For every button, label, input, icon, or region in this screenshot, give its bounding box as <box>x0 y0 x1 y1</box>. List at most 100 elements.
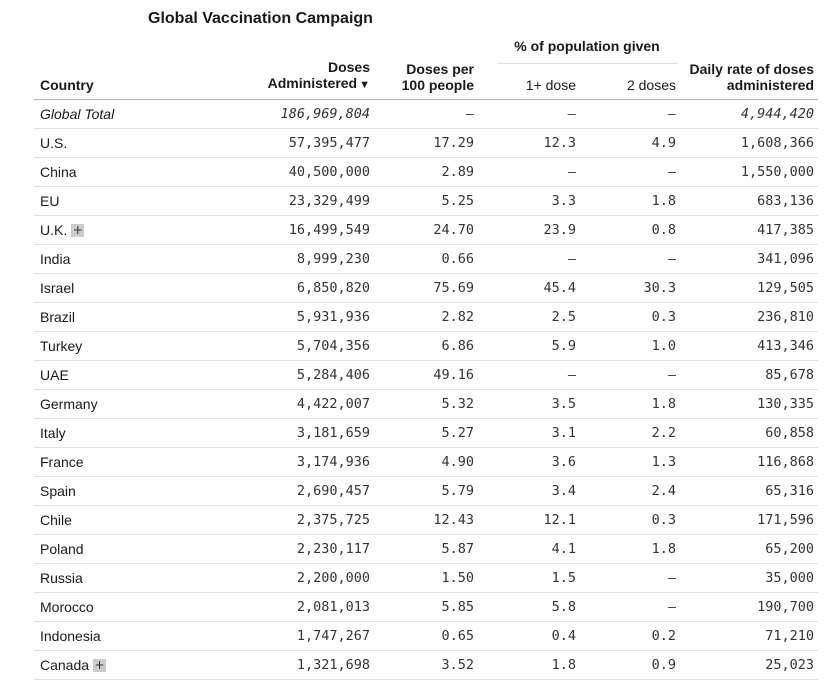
first-dose-cell: 1.8 <box>478 650 580 680</box>
country-name: Turkey <box>40 338 83 354</box>
daily-rate-cell: 171,596 <box>680 505 818 535</box>
daily-rate-cell: 190,700 <box>680 592 818 622</box>
country-name: Spain <box>40 483 76 499</box>
doses-cell: 3,174,936 <box>240 447 374 477</box>
sort-desc-icon[interactable]: ▼ <box>359 79 370 91</box>
first-dose-column-header[interactable]: 1+ dose <box>478 58 580 100</box>
per100-cell: 0.66 <box>374 244 478 274</box>
doses-cell: 2,200,000 <box>240 563 374 593</box>
population-group-header: % of population given <box>514 38 660 54</box>
second-dose-cell: – <box>580 99 680 129</box>
first-dose-cell: 45.4 <box>478 273 580 303</box>
per100-cell: 5.25 <box>374 186 478 216</box>
country-cell: UAE <box>34 360 240 390</box>
country-cell: Spain <box>34 476 240 506</box>
table-header-row: Country Doses Administered ▼ Doses per 10… <box>34 58 818 100</box>
table-row-global-total: Global Total 186,969,804– – –4,944,420 <box>34 99 818 129</box>
table-row: Germany 4,422,007 5.32 3.5 1.8 130,335 <box>34 389 818 419</box>
daily-rate-cell: 129,505 <box>680 273 818 303</box>
doses-cell: 5,284,406 <box>240 360 374 390</box>
second-dose-cell: 1.3 <box>580 447 680 477</box>
doses-cell: 23,329,499 <box>240 186 374 216</box>
doses-cell: 5,931,936 <box>240 302 374 332</box>
country-name: U.S. <box>40 135 68 151</box>
doses-cell: 40,500,000 <box>240 157 374 187</box>
country-column-header[interactable]: Country <box>34 58 240 100</box>
second-dose-column-header[interactable]: 2 doses <box>580 58 680 100</box>
second-dose-cell: 1.8 <box>580 534 680 564</box>
first-dose-cell: 23.9 <box>478 215 580 245</box>
country-cell: EU <box>34 186 240 216</box>
table-row: U.K. +16,499,549 24.70 23.9 0.8 417,385 <box>34 215 818 245</box>
doses-cell: 57,395,477 <box>240 128 374 158</box>
table-row: Morocco 2,081,013 5.85 5.8–190,700 <box>34 592 818 622</box>
doses-cell: 5,704,356 <box>240 331 374 361</box>
country-cell: India <box>34 244 240 274</box>
table-row: Brazil 5,931,936 2.82 2.5 0.3 236,810 <box>34 302 818 332</box>
second-dose-cell: 30.3 <box>580 273 680 303</box>
doses-header-line1: Doses <box>327 59 370 75</box>
per100-cell: 6.86 <box>374 331 478 361</box>
second-dose-cell: – <box>580 360 680 390</box>
per100-cell: 0.65 <box>374 621 478 651</box>
second-dose-cell: 2.4 <box>580 476 680 506</box>
table-row: Poland 2,230,117 5.87 4.1 1.8 65,200 <box>34 534 818 564</box>
daily-rate-cell: 236,810 <box>680 302 818 332</box>
country-cell: Morocco <box>34 592 240 622</box>
country-name: Canada <box>40 657 90 673</box>
rate-header-line1: Daily rate of doses <box>689 61 815 77</box>
daily-rate-cell: 116,868 <box>680 447 818 477</box>
doses-cell: 4,422,007 <box>240 389 374 419</box>
per100-header-line1: Doses per <box>406 61 474 77</box>
country-cell: France <box>34 447 240 477</box>
daily-rate-cell: 341,096 <box>680 244 818 274</box>
first-dose-cell: – <box>478 360 580 390</box>
first-dose-header-label: 1+ dose <box>525 77 576 93</box>
first-dose-cell: 5.8 <box>478 592 580 622</box>
second-dose-header-label: 2 doses <box>626 77 676 93</box>
table-row: Israel 6,850,820 75.69 45.4 30.3 129,505 <box>34 273 818 303</box>
doses-cell: 3,181,659 <box>240 418 374 448</box>
per100-cell: 5.79 <box>374 476 478 506</box>
country-name: UAE <box>40 367 69 383</box>
country-name: India <box>40 251 71 267</box>
country-cell: Turkey <box>34 331 240 361</box>
table-row: Indonesia 1,747,267 0.65 0.4 0.2 71,210 <box>34 621 818 651</box>
second-dose-cell: 1.0 <box>580 331 680 361</box>
table-row: EU 23,329,499 5.25 3.3 1.8 683,136 <box>34 186 818 216</box>
daily-rate-cell: 25,023 <box>680 650 818 680</box>
table-row: Spain 2,690,457 5.79 3.4 2.4 65,316 <box>34 476 818 506</box>
second-dose-cell: – <box>580 563 680 593</box>
per100-cell: 3.52 <box>374 650 478 680</box>
expand-plus-icon[interactable]: + <box>93 658 107 672</box>
country-cell: Global Total <box>34 99 240 129</box>
doses-cell: 16,499,549 <box>240 215 374 245</box>
country-name: Indonesia <box>40 628 101 644</box>
table-row: U.S. 57,395,477 17.29 12.3 4.9 1,608,366 <box>34 128 818 158</box>
per100-cell: 49.16 <box>374 360 478 390</box>
expand-plus-icon[interactable]: + <box>71 223 85 237</box>
daily-rate-cell: 4,944,420 <box>680 99 818 129</box>
country-cell: Israel <box>34 273 240 303</box>
country-name: Italy <box>40 425 66 441</box>
second-dose-cell: 1.8 <box>580 186 680 216</box>
daily-rate-column-header[interactable]: Daily rate of doses administered <box>680 58 818 100</box>
second-dose-cell: 0.8 <box>580 215 680 245</box>
per100-cell: 24.70 <box>374 215 478 245</box>
table-row: Italy 3,181,659 5.27 3.1 2.2 60,858 <box>34 418 818 448</box>
daily-rate-cell: 683,136 <box>680 186 818 216</box>
daily-rate-cell: 65,200 <box>680 534 818 564</box>
first-dose-cell: 3.6 <box>478 447 580 477</box>
first-dose-cell: 3.4 <box>478 476 580 506</box>
daily-rate-cell: 130,335 <box>680 389 818 419</box>
daily-rate-cell: 417,385 <box>680 215 818 245</box>
doses-cell: 2,230,117 <box>240 534 374 564</box>
per100-column-header[interactable]: Doses per 100 people <box>374 58 478 100</box>
doses-column-header[interactable]: Doses Administered ▼ <box>240 58 374 100</box>
table-row: Russia 2,200,000 1.50 1.5–35,000 <box>34 563 818 593</box>
daily-rate-cell: 1,550,000 <box>680 157 818 187</box>
rate-header-line2: administered <box>726 77 814 93</box>
per100-cell: 75.69 <box>374 273 478 303</box>
table-row: Canada +1,321,698 3.52 1.8 0.9 25,023 <box>34 650 818 680</box>
per100-cell: 1.50 <box>374 563 478 593</box>
